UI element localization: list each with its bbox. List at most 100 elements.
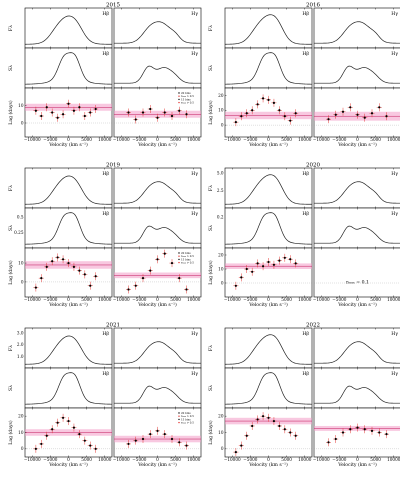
lag-point [327,441,330,444]
xtick-label: 5000 [81,297,92,302]
ylabel-lag: Lag (days) [207,100,214,125]
legend-marker [178,258,180,261]
axes-rms-hgamma [313,207,400,249]
x-axis-label: Velocity (km s⁻¹) [48,301,88,308]
lag-point [72,109,76,112]
line-label-hbeta: Hβ [302,331,309,337]
axes-rms-hgamma [313,47,400,89]
legend-label: 20 bins [181,411,191,415]
legend-label: rₘₐₓ > 0.5 [181,261,194,265]
ytick-label: 20 [218,252,224,257]
ylabel-rms: Sλ [8,225,14,231]
lag-point [283,115,286,118]
lag-point [134,118,137,121]
axes-rms-hbeta [24,47,113,89]
legend-marker [178,92,180,94]
legend-label: 15 bins [181,97,191,101]
spectrum-line [114,341,201,364]
ylabel-flux: Fλ [8,345,14,351]
lag-point [134,284,137,287]
lag-point [45,265,48,268]
lag-point [289,119,292,122]
ytick-label: 3.0 [17,331,24,336]
xtick-label: 5000 [170,137,181,142]
lag-point [134,439,137,442]
lag-point [149,269,152,272]
legend-marker [178,412,180,414]
axes-flux-hbeta [24,327,113,369]
xtick-label: −10000 [113,457,130,462]
lag-point [170,437,174,441]
annotation-rmax: rₘₐₓ = 0.1 [346,279,369,285]
lag-point [127,442,130,446]
lag-point [363,428,366,431]
xtick-label: 5000 [370,137,381,142]
lag-point [251,109,254,112]
spectrum-line [314,21,400,44]
ytick-label: 10 [218,430,224,435]
line-label-hgamma: Hγ [391,331,398,337]
spectrum-line [114,385,201,404]
ytick-label: 5.0 [217,171,224,176]
xtick-label: −5000 [43,137,58,142]
line-label-hgamma: Hγ [191,11,198,17]
xtick-label: 10000 [387,457,400,462]
axes-rms-hbeta [24,207,113,249]
lag-point [294,112,297,115]
xtick-label: −5000 [132,137,147,142]
lag-point [349,106,352,109]
axes-rms-hgamma [113,207,202,249]
xtick-label: −5000 [43,457,58,462]
xtick-label: −10000 [313,297,330,302]
xtick-label: −10000 [24,457,41,462]
lag-point [294,434,297,437]
line-label-hgamma: Hγ [191,51,198,57]
xtick-label: −5000 [132,457,147,462]
lag-point [94,107,97,111]
lag-point [185,288,188,291]
ylabel-rms: Sλ [208,225,214,231]
lag-point [267,98,270,101]
xtick-label: −5000 [132,297,147,302]
xtick-label: −10000 [224,297,241,302]
lag-point [45,434,48,437]
lag-point [51,111,54,114]
lag-point [61,113,65,116]
lag-point [178,109,181,112]
axes-flux-hgamma [113,327,202,369]
xtick-label: −10000 [113,297,130,302]
xtick-label: 0 [156,137,159,142]
lag-point [141,277,145,280]
xtick-label: −10000 [313,457,330,462]
lag-point [267,416,270,419]
lag-point [240,115,243,118]
legend-marker [178,101,180,104]
xtick-label: 10000 [298,297,312,302]
lag-point [56,256,59,259]
xtick-label: 0 [156,457,159,462]
xtick-label: 10000 [187,297,201,302]
lag-point [349,428,352,431]
axes-flux-hgamma [313,7,400,49]
ylabel-flux: Fλ [8,185,14,191]
legend-label: 20 bins [181,251,191,255]
x-axis-label: Velocity (km s⁻¹) [137,141,177,148]
legend-marker [178,421,180,424]
lag-point [251,270,254,273]
line-label-hgamma: Hγ [391,371,398,377]
lag-point [127,288,130,291]
spectrum-line [114,21,201,44]
lag-point [34,447,37,450]
lag-point [163,252,166,255]
lag-point [67,419,70,423]
ylabel-flux: Fλ [8,25,14,31]
lag-point [234,121,237,124]
xtick-label: −10000 [313,137,330,142]
ytick-label: 20 [218,414,224,419]
xtick-label: −10000 [24,137,41,142]
xtick-label: 5000 [170,457,181,462]
axes-flux-hgamma [113,7,202,49]
